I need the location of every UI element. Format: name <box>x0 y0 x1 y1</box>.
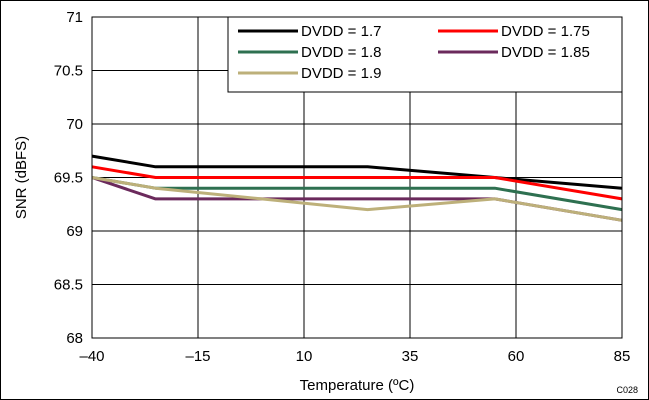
x-tick-label: 35 <box>402 348 419 365</box>
legend-label: DVDD = 1.8 <box>301 44 381 61</box>
series-line-1-85 <box>91 176 623 222</box>
x-axis-ticks: –40 –15 10 35 60 85 <box>79 348 630 365</box>
figure-code: C028 <box>616 385 638 395</box>
x-tick-label: –15 <box>185 348 210 365</box>
y-axis-ticks: 68 68.5 69 69.5 70 70.5 71 <box>54 9 83 347</box>
y-tick-label: 69 <box>66 223 83 240</box>
y-tick-label: 70 <box>66 116 83 133</box>
legend-item: DVDD = 1.9 <box>238 65 381 82</box>
legend: DVDD = 1.7 DVDD = 1.75 DVDD = 1.8 DVDD = 1.… <box>227 16 623 93</box>
legend-item: DVDD = 1.7 <box>238 23 381 40</box>
legend-item: DVDD = 1.75 <box>438 23 590 40</box>
x-axis-title: Temperature (ºC) <box>300 377 415 394</box>
legend-item: DVDD = 1.8 <box>238 44 381 61</box>
x-tick-label: 60 <box>508 348 525 365</box>
x-tick-label: 10 <box>296 348 313 365</box>
series-line-1-7 <box>91 154 623 190</box>
y-tick-label: 69.5 <box>54 170 83 187</box>
series-lines <box>91 154 623 222</box>
y-axis-title: SNR (dBFS) <box>13 136 30 219</box>
y-tick-label: 71 <box>66 9 83 26</box>
legend-label: DVDD = 1.75 <box>501 23 590 40</box>
legend-label: DVDD = 1.9 <box>301 65 381 82</box>
legend-item: DVDD = 1.85 <box>438 44 590 61</box>
series-line-1-75 <box>91 165 623 201</box>
legend-label: DVDD = 1.7 <box>301 23 381 40</box>
y-tick-label: 68 <box>66 330 83 347</box>
y-tick-label: 70.5 <box>54 63 83 80</box>
series-line-1-9 <box>91 176 623 222</box>
x-tick-label: –40 <box>79 348 104 365</box>
legend-label: DVDD = 1.85 <box>501 44 590 61</box>
x-tick-label: 85 <box>614 348 631 365</box>
y-tick-label: 68.5 <box>54 277 83 294</box>
